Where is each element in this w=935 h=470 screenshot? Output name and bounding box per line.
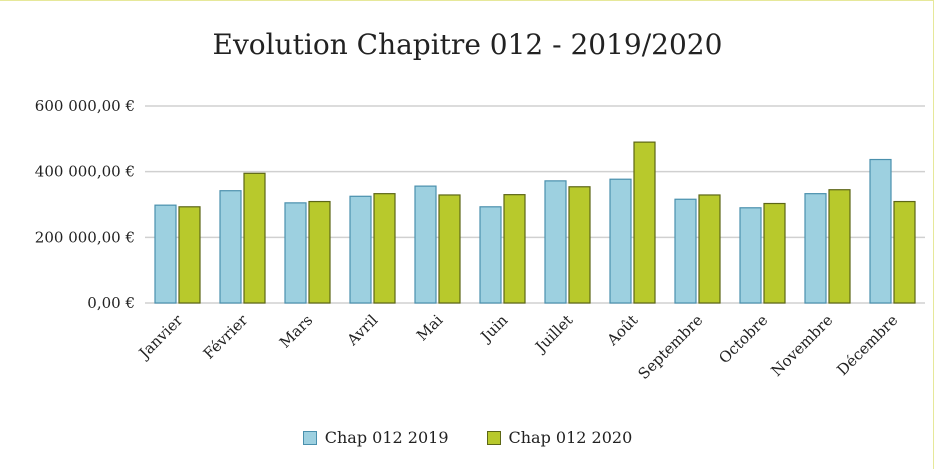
bar-2020 — [308, 200, 331, 304]
legend-swatch-2020 — [486, 430, 501, 445]
bar-2019 — [804, 193, 827, 304]
x-tick-label: Décembre — [833, 311, 901, 379]
legend-item-2020: Chap 012 2020 — [486, 428, 633, 447]
x-tick-label: Septembre — [635, 311, 707, 383]
x-tick-label: Juin — [476, 311, 512, 347]
bar-2019 — [869, 158, 892, 304]
bar-2020 — [763, 202, 786, 304]
y-tick-label: 200 000,00 € — [35, 228, 135, 246]
bar-2019 — [609, 178, 632, 304]
bar-2019 — [674, 198, 697, 304]
legend-label-2019: Chap 012 2019 — [324, 428, 449, 447]
x-tick-label: Février — [200, 311, 252, 363]
x-tick-label: Mars — [276, 311, 316, 351]
x-tick-label: Novembre — [767, 311, 836, 380]
bar-2020 — [503, 194, 526, 304]
bar-2020 — [373, 193, 396, 304]
bar-2020 — [698, 194, 721, 304]
y-tick-label: 600 000,00 € — [35, 97, 135, 115]
x-tick-label: Juillet — [530, 311, 576, 357]
bar-2019 — [349, 195, 372, 304]
chart-title: Evolution Chapitre 012 - 2019/2020 — [212, 28, 723, 61]
legend-label-2020: Chap 012 2020 — [508, 428, 633, 447]
bar-2020 — [828, 189, 851, 304]
bar-2019 — [284, 202, 307, 304]
x-tick-label: Août — [603, 311, 642, 350]
bar-2019 — [219, 190, 242, 304]
bar-2019 — [414, 185, 437, 304]
legend-item-2019: Chap 012 2019 — [302, 428, 449, 447]
bar-2020 — [633, 141, 656, 304]
bar-2020 — [893, 200, 916, 304]
bar-2020 — [178, 206, 201, 304]
x-tick-label: Mai — [413, 311, 446, 344]
bar-2019 — [154, 204, 177, 304]
x-tick-label: Octobre — [715, 311, 771, 367]
bar-2019 — [479, 206, 502, 304]
y-tick-label: 0,00 € — [87, 294, 135, 312]
bar-2019 — [544, 180, 567, 304]
x-tick-label: Avril — [343, 311, 382, 350]
bar-2020 — [438, 194, 461, 304]
bar-2019 — [739, 207, 762, 304]
y-tick-label: 400 000,00 € — [35, 163, 135, 181]
bar-2020 — [568, 186, 591, 304]
chart-legend: Chap 012 2019 Chap 012 2020 — [0, 428, 935, 447]
bar-2020 — [243, 172, 266, 304]
x-tick-label: Janvier — [134, 311, 187, 364]
legend-swatch-2019 — [302, 430, 317, 445]
